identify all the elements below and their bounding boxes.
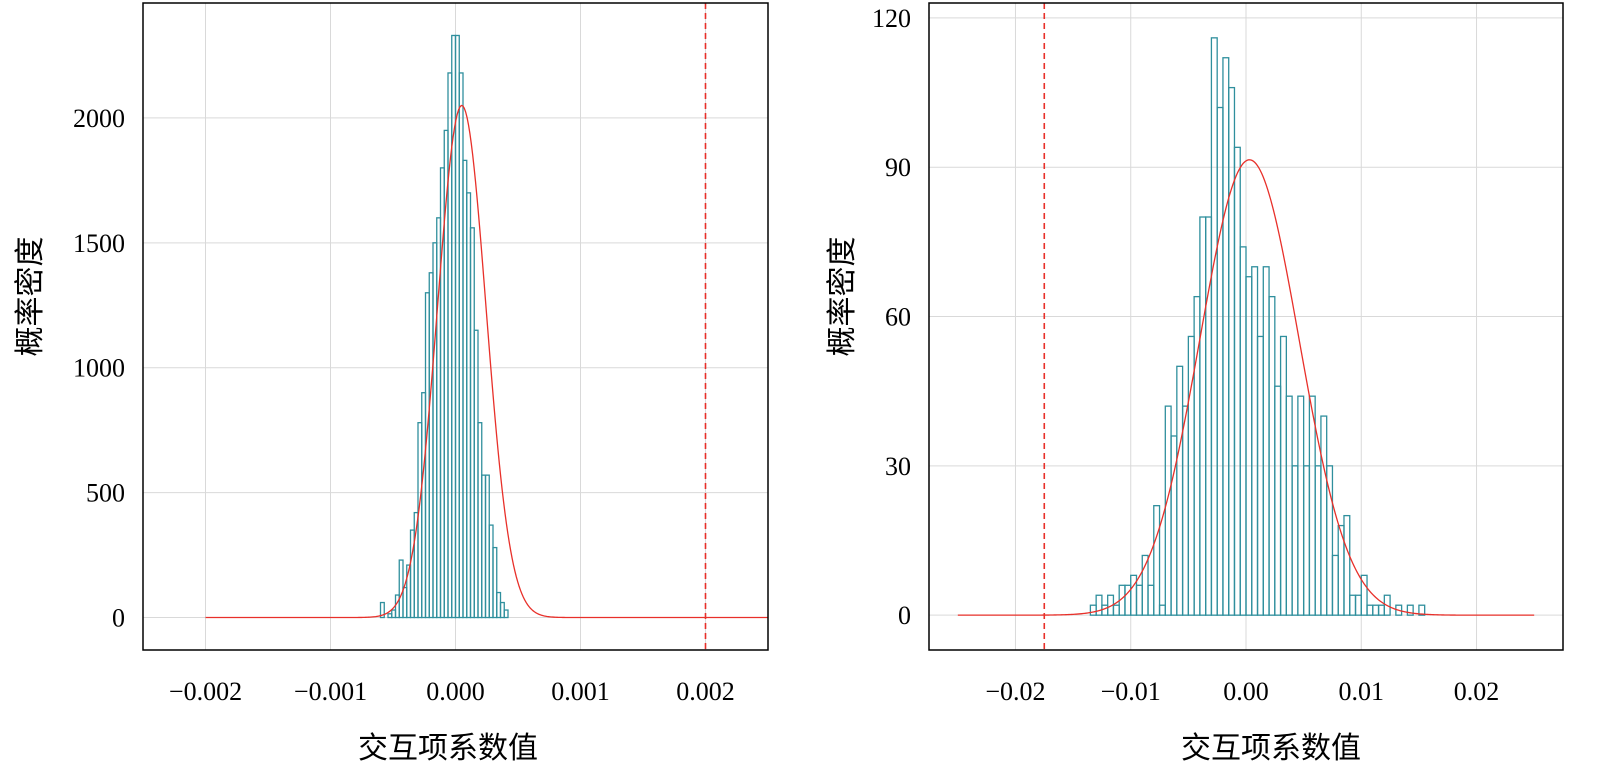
right-histogram-bar — [1383, 594, 1391, 616]
right-histogram-bar — [1349, 594, 1357, 616]
right-histogram-bar — [1239, 246, 1247, 616]
right-histogram-bar — [1354, 594, 1362, 616]
right-histogram-bar — [1308, 395, 1316, 616]
right-histogram-bar — [1262, 266, 1270, 616]
right-histogram-bar — [1153, 505, 1161, 616]
right-y-tick-label: 90 — [885, 153, 911, 182]
right-histogram-bar — [1147, 584, 1155, 616]
right-histogram-bar — [1366, 604, 1374, 616]
right-histogram-bars — [1089, 37, 1426, 616]
right-x-axis-title: 交互项系数值 — [1181, 731, 1361, 766]
right-histogram-bar — [1395, 604, 1403, 616]
right-histogram-bar — [1176, 365, 1184, 616]
right-histogram-bar — [1331, 554, 1339, 616]
right-histogram-bar — [1245, 276, 1253, 616]
left-y-tick-label: 1500 — [73, 229, 125, 258]
left-y-tick-label: 2000 — [73, 104, 125, 133]
left-histogram-bar — [379, 601, 385, 619]
left-x-tick-label: 0.001 — [551, 677, 610, 706]
right-y-tick-label: 0 — [898, 601, 911, 630]
right-plot-frame — [928, 2, 1564, 651]
left-x-tick-label: −0.002 — [169, 677, 242, 706]
right-histogram-bar — [1251, 266, 1259, 616]
right-histogram-bar — [1279, 335, 1287, 616]
left-y-tick-label: 1000 — [73, 354, 125, 383]
left-histogram-bars — [379, 34, 509, 619]
right-histogram-bar — [1135, 584, 1143, 616]
right-histogram-bar — [1285, 395, 1293, 616]
right-histogram-bar — [1130, 574, 1138, 616]
left-y-axis-title: 概率密度 — [13, 237, 48, 357]
right-histogram-bar — [1199, 216, 1207, 616]
left-x-tick-label: 0.002 — [676, 677, 735, 706]
right-histogram-chart: −0.02 −0.01 0.00 0.01 0.02 0 30 60 90 120 交互项系数值 概率… — [825, 2, 1564, 766]
right-histogram-bar — [1302, 465, 1311, 616]
right-normal-fit-curve — [957, 159, 1535, 616]
right-histogram-bar — [1101, 604, 1109, 616]
left-x-tick-label: −0.001 — [294, 677, 367, 706]
right-y-tick-label: 60 — [885, 303, 911, 332]
right-y-tick-label: 30 — [885, 452, 911, 481]
right-histogram-bar — [1222, 57, 1230, 616]
right-histogram-bar — [1095, 594, 1103, 616]
right-x-tick-label: 0.01 — [1339, 677, 1385, 706]
right-histogram-bar — [1233, 146, 1241, 616]
right-histogram-bar — [1274, 385, 1282, 616]
right-histogram-bar — [1268, 295, 1276, 616]
left-x-axis-title: 交互项系数值 — [358, 731, 538, 766]
left-y-tick-label: 500 — [86, 479, 125, 508]
right-histogram-bar — [1164, 405, 1172, 616]
right-histogram-bar — [1089, 604, 1097, 616]
left-histogram-chart: −0.002 −0.001 0.000 0.001 0.002 0 500 1000 1500 2… — [13, 2, 769, 766]
right-histogram-bar — [1297, 395, 1305, 616]
right-histogram-bar — [1256, 335, 1264, 616]
right-histogram-bar — [1181, 405, 1190, 616]
right-y-axis-title: 概率密度 — [825, 237, 860, 357]
right-histogram-bar — [1360, 574, 1368, 616]
right-x-tick-label: −0.01 — [1101, 677, 1161, 706]
right-histogram-bar — [1216, 106, 1224, 616]
left-histogram-bar — [492, 546, 498, 619]
right-histogram-bar — [1320, 415, 1328, 616]
left-x-tick-label: 0.000 — [426, 677, 485, 706]
right-histogram-bar — [1314, 465, 1322, 616]
left-histogram-bar — [503, 609, 509, 619]
right-histogram-bar — [1418, 604, 1426, 616]
right-histogram-bar — [1372, 604, 1380, 616]
right-histogram-bar — [1205, 216, 1213, 616]
right-histogram-bar — [1112, 604, 1120, 616]
left-y-tick-label: 0 — [112, 604, 125, 633]
right-histogram-bar — [1291, 465, 1299, 616]
right-histogram-bar — [1377, 604, 1385, 616]
right-x-tick-label: −0.02 — [985, 677, 1045, 706]
right-histogram-bar — [1343, 514, 1351, 616]
right-x-tick-label: 0.02 — [1454, 677, 1500, 706]
left-normal-fit-curve — [205, 104, 768, 619]
right-histogram-bar — [1326, 465, 1334, 616]
right-histogram-bar — [1158, 604, 1166, 616]
left-plot-frame — [142, 2, 769, 651]
right-x-tick-label: 0.00 — [1223, 677, 1269, 706]
right-histogram-bar — [1210, 37, 1218, 616]
right-y-tick-label: 120 — [872, 4, 911, 33]
right-histogram-bar — [1406, 604, 1414, 616]
